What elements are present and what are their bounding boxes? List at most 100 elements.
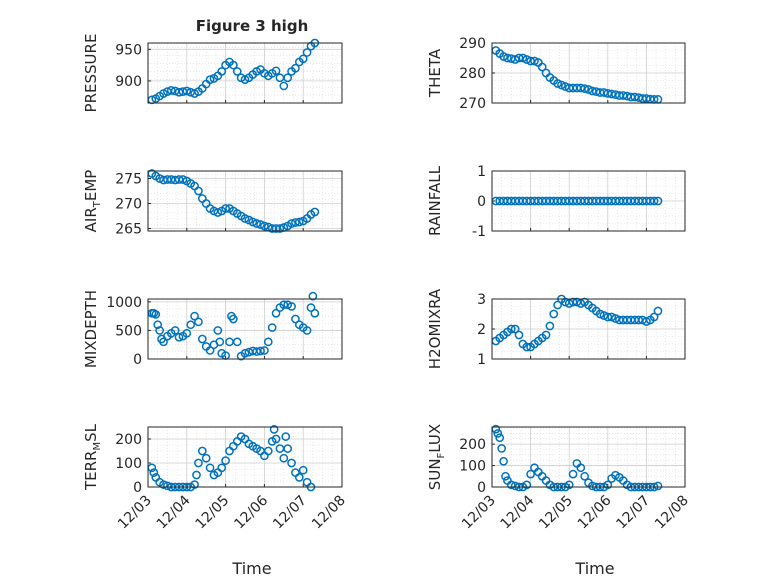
y-axis-label-main: RAINFALL <box>426 165 444 236</box>
data-point <box>308 291 318 301</box>
data-point <box>213 326 223 335</box>
subplot-3: 265 270 275 AIRTEMP <box>82 169 343 238</box>
data-point <box>607 312 617 322</box>
y-tick-label: 0 <box>133 480 142 496</box>
data-point <box>564 299 574 308</box>
data-point <box>541 330 551 340</box>
y-axis-label: AIRTEMP <box>82 170 103 233</box>
axes-frame <box>147 426 343 488</box>
data-point <box>618 91 628 100</box>
data-point <box>580 471 589 481</box>
data-point <box>174 175 184 184</box>
data-point <box>192 470 201 480</box>
y-tick-label: 100 <box>459 459 486 475</box>
y-axis-label-subscript: F <box>436 452 447 458</box>
data-point <box>291 314 300 324</box>
y-tick-label: 2 <box>477 322 486 338</box>
data-point <box>302 326 312 335</box>
subplot-4: -1 0 1 RAINFALL <box>426 164 686 240</box>
y-tick-label: 900 <box>115 74 142 90</box>
data-point <box>514 330 524 340</box>
y-axis-label-main: AIR <box>82 207 100 232</box>
data-point <box>607 89 617 99</box>
data-point <box>584 85 593 94</box>
data-point <box>294 217 304 227</box>
data-point <box>560 82 570 91</box>
subplot-6: 1 2 3 H2OMIXRA <box>426 288 686 369</box>
data-point <box>271 434 281 444</box>
y-axis-label: RAINFALL <box>426 165 444 236</box>
y-axis-label-main: SUN <box>426 458 444 490</box>
y-tick-label: 950 <box>115 42 142 58</box>
axes-frame <box>491 426 686 488</box>
y-axis-label-main: TERR <box>82 451 100 492</box>
data-point <box>514 53 524 63</box>
data-point <box>279 453 289 463</box>
data-point <box>506 324 516 334</box>
data-point <box>159 480 168 489</box>
y-axis-label-main: PRESSURE <box>82 34 100 113</box>
figure-title: Figure 3 high <box>196 17 309 35</box>
data-point <box>599 88 609 97</box>
y-axis-label: SUNFLUX <box>426 424 447 490</box>
data-point <box>155 326 164 335</box>
data-point <box>522 480 532 490</box>
data-point <box>256 346 265 356</box>
data-point <box>205 346 215 355</box>
y-axis-label: MIXDEPTH <box>82 290 100 368</box>
data-point <box>170 326 180 335</box>
data-point <box>267 323 277 332</box>
data-point <box>159 337 168 347</box>
data-point <box>545 321 555 331</box>
y-axis-label-subscript: T <box>92 200 103 208</box>
data-point <box>281 432 291 441</box>
data-point <box>232 337 242 347</box>
data-point <box>283 444 293 453</box>
data-point <box>260 346 269 355</box>
data-point <box>298 54 308 64</box>
data-point <box>166 86 176 95</box>
y-axis-label-rest: LUX <box>426 424 444 453</box>
data-point <box>287 302 296 311</box>
data-point <box>634 315 644 325</box>
data-point <box>522 55 532 64</box>
data-point <box>310 308 320 318</box>
subplot-1: 900 950 PRESSURE <box>82 34 343 113</box>
data-point <box>649 196 659 206</box>
data-point <box>190 480 199 489</box>
data-point <box>221 204 230 213</box>
data-point <box>178 175 188 184</box>
data-point <box>576 299 586 308</box>
data-point <box>252 219 261 228</box>
y-tick-label: 0 <box>477 480 486 496</box>
data-point <box>611 314 620 323</box>
data-point <box>279 81 289 91</box>
data-point <box>256 220 265 229</box>
data-point <box>493 429 503 438</box>
y-axis-label: TERRMSL <box>82 423 103 491</box>
data-point <box>275 224 285 233</box>
data-point <box>603 312 613 322</box>
data-point <box>260 221 269 231</box>
data-point <box>217 463 227 473</box>
data-point <box>229 314 238 324</box>
data-point <box>229 60 238 70</box>
data-point <box>497 444 506 453</box>
data-point <box>653 481 663 491</box>
axes-frame <box>147 42 343 104</box>
y-axis-label-main: H2OMIXRA <box>426 288 444 369</box>
data-point <box>599 311 609 320</box>
data-point <box>649 312 659 322</box>
data-point <box>506 480 516 490</box>
data-point <box>294 473 304 482</box>
data-point <box>653 306 663 316</box>
data-point <box>653 196 663 206</box>
y-tick-label: 290 <box>459 36 486 52</box>
data-point <box>263 337 273 347</box>
data-point <box>240 214 250 223</box>
x-axis-label-right: Time <box>574 559 614 578</box>
data-point <box>190 311 199 321</box>
data-point <box>213 208 223 217</box>
data-point <box>197 334 207 344</box>
